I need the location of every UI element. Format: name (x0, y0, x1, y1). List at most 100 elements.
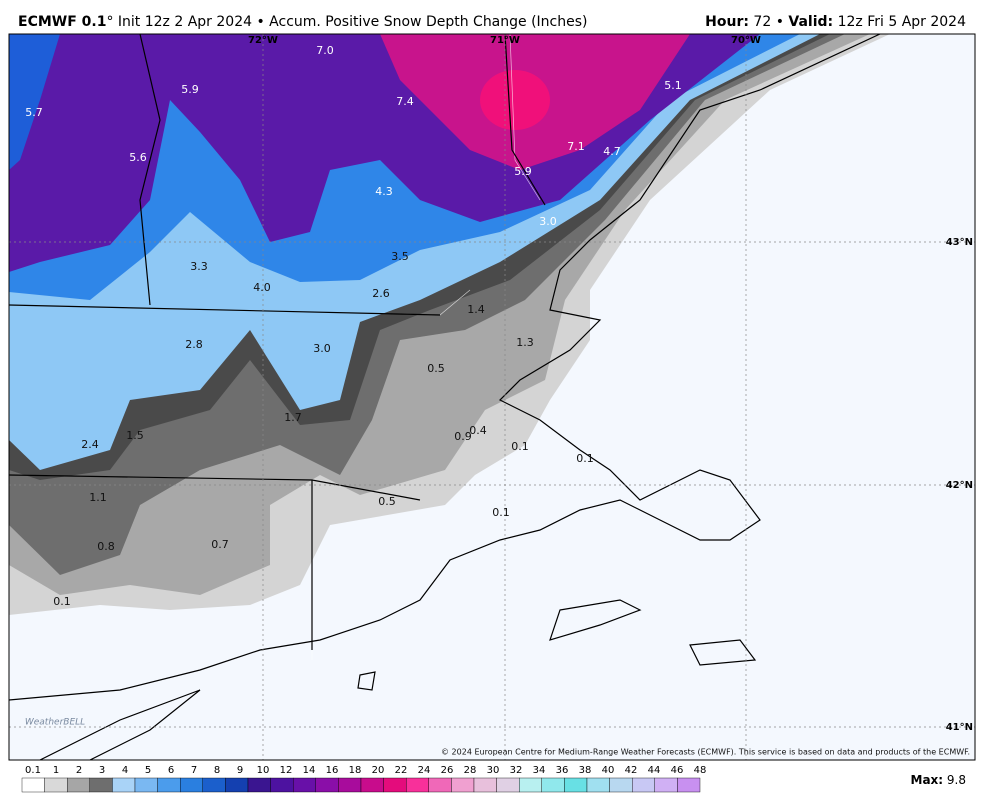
valid: 12z Fri 5 Apr 2024 (838, 14, 966, 30)
header-rest: ° Init 12z 2 Apr 2024 • Accum. Positive … (106, 14, 587, 30)
value-label: 0.8 (97, 540, 115, 553)
colorbar-swatch (134, 777, 158, 793)
colorbar-label: 4 (122, 765, 128, 776)
colorbar-label: 9 (237, 765, 243, 776)
value-label: 4.7 (603, 145, 621, 158)
colorbar-label: 46 (671, 765, 684, 776)
colorbar-label: 5 (145, 765, 151, 776)
colorbar-swatch (428, 777, 452, 793)
value-label: 2.6 (372, 287, 390, 300)
colorbar-swatch (496, 777, 520, 793)
colorbar-label: 24 (418, 765, 431, 776)
colorbar-label: 7 (191, 765, 197, 776)
colorbar-label: 42 (625, 765, 638, 776)
value-label: 0.5 (378, 495, 396, 508)
colorbar-label: 1 (53, 765, 59, 776)
colorbar-swatch (586, 777, 610, 793)
colorbar-label: 2 (76, 765, 82, 776)
colorbar-label: 36 (556, 765, 569, 776)
value-label: 5.9 (181, 83, 199, 96)
colorbar-swatch (473, 777, 497, 793)
graticule (9, 34, 975, 760)
value-label: 0.5 (427, 362, 445, 375)
shade (480, 70, 550, 130)
colorbar-label: 40 (602, 765, 615, 776)
longitude-label: 71°W (490, 35, 520, 46)
logo: WeatherBELL (25, 718, 85, 728)
valid-label: Valid: (788, 14, 833, 30)
value-label: 2.4 (81, 438, 99, 451)
colorbar-swatch (225, 777, 249, 793)
max-label: Max: (911, 773, 944, 787)
colorbar-swatch (564, 777, 588, 793)
colorbar-swatch (451, 777, 475, 793)
value-label: 2.8 (185, 338, 203, 351)
max: Max: 9.8 (911, 773, 967, 787)
latitude-label: 43°N (946, 237, 973, 248)
header-right: Hour: 72 • Valid: 12z Fri 5 Apr 2024 (705, 14, 966, 30)
separator: • (776, 14, 784, 30)
colorbar-swatch (247, 777, 271, 793)
colorbar-label: 22 (395, 765, 408, 776)
latitude-label: 42°N (946, 480, 973, 491)
colorbar-swatch (338, 777, 362, 793)
value-label: 7.0 (316, 44, 334, 57)
value-label: 0.1 (53, 595, 71, 608)
colorbar-label: 10 (257, 765, 270, 776)
value-label: 0.1 (511, 440, 529, 453)
colorbar-label: 38 (579, 765, 592, 776)
value-label: 1.3 (516, 336, 534, 349)
colorbar-swatch (157, 777, 181, 793)
colorbar-label: 48 (694, 765, 707, 776)
value-label: 0.1 (576, 452, 594, 465)
value-label: 1.5 (126, 429, 144, 442)
value-label: 1.4 (467, 303, 485, 316)
colorbar-swatch (89, 777, 113, 793)
colorbar-swatch (293, 777, 317, 793)
colorbar-swatch (609, 777, 633, 793)
value-label: 5.1 (664, 79, 682, 92)
colorbar-label: 34 (533, 765, 546, 776)
value-label: 7.1 (567, 140, 585, 153)
value-label: 3.3 (190, 260, 208, 273)
colorbar-label: 6 (168, 765, 174, 776)
colorbar-label: 12 (280, 765, 293, 776)
map: 5.7 5.9 7.0 7.4 5.1 5.6 7.1 4.7 5.9 4.3 3.0 3.3 4.0 3… (9, 34, 975, 760)
value-label: 4.0 (253, 281, 271, 294)
header-left: ECMWF 0.1° Init 12z 2 Apr 2024 • Accum. … (18, 14, 588, 30)
colorbar-swatch (519, 777, 543, 793)
colorbar-swatch (677, 777, 701, 793)
colorbar-label: 30 (487, 765, 500, 776)
colorbar-swatch (383, 777, 407, 793)
value-label: 0.4 (469, 424, 487, 437)
value-label: 7.4 (396, 95, 414, 108)
longitude-label: 72°W (248, 35, 278, 46)
value-label: 3.0 (313, 342, 331, 355)
colorbar-label: 44 (648, 765, 661, 776)
hour-label: Hour: (705, 14, 749, 30)
map-frame (8, 33, 976, 761)
colorbar-swatch (654, 777, 678, 793)
colorbar-label: 18 (349, 765, 362, 776)
colorbar-swatch (112, 777, 136, 793)
colorbar-label: 16 (326, 765, 339, 776)
value-label: 0.7 (211, 538, 229, 551)
latitude-label: 41°N (946, 722, 973, 733)
shade (9, 34, 60, 170)
value-label: 3.0 (539, 215, 557, 228)
colorbar-swatch (315, 777, 339, 793)
value-label: 0.1 (492, 506, 510, 519)
colorbar-swatch (270, 777, 294, 793)
value-label: 4.3 (375, 185, 393, 198)
colorbar-label: 32 (510, 765, 523, 776)
value-label: 3.5 (391, 250, 409, 263)
value-label: 5.7 (25, 106, 43, 119)
colorbar-swatch (179, 777, 203, 793)
colorbar-label: 28 (464, 765, 477, 776)
value-label: 1.1 (89, 491, 107, 504)
colorbar-label: 3 (99, 765, 105, 776)
value-label: 5.9 (514, 165, 532, 178)
colorbar-label: 14 (303, 765, 316, 776)
colorbar-swatch (406, 777, 430, 793)
